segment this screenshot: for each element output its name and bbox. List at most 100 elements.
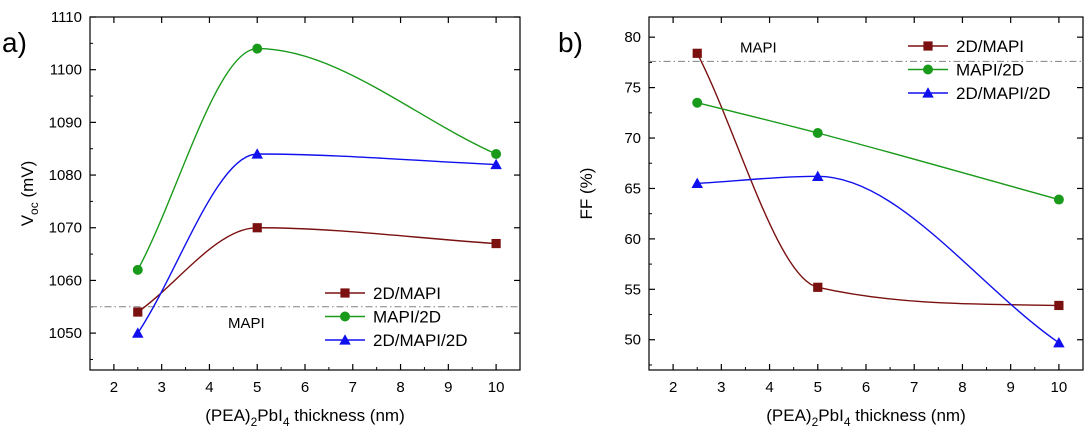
y-tick-label: 1090 xyxy=(49,114,82,131)
x-tick-label: 7 xyxy=(910,379,918,396)
y-tick-label: 1060 xyxy=(49,272,82,289)
legend-entry: 2D/MAPI xyxy=(908,37,1024,56)
x-tick-label: 4 xyxy=(765,379,773,396)
y-axis-label-part: oc xyxy=(27,202,41,215)
y-tick-label: 65 xyxy=(624,180,641,197)
x-tick-label: 5 xyxy=(253,379,261,396)
legend-entry: MAPI/2D xyxy=(908,61,1024,80)
y-tick-label: 1100 xyxy=(50,62,82,79)
x-axis-label-part: PbI xyxy=(818,406,844,425)
legend-label: 2D/MAPI xyxy=(373,284,441,303)
x-tick-label: 2 xyxy=(669,379,677,396)
x-tick-label: 3 xyxy=(717,379,725,396)
reference-label: MAPI xyxy=(228,315,265,332)
x-axis-label-part: thickness (nm) xyxy=(851,406,966,425)
x-tick-label: 9 xyxy=(444,379,452,396)
y-tick-label: 1080 xyxy=(49,167,82,184)
y-axis-label: FF (%) xyxy=(577,168,596,220)
series-line xyxy=(697,175,1060,344)
y-tick-label: 55 xyxy=(624,281,641,298)
legend-marker xyxy=(340,288,350,298)
y-axis-label-part: V xyxy=(18,214,37,226)
data-point xyxy=(813,282,823,292)
series-mapi-2d xyxy=(132,43,502,275)
legend-marker xyxy=(922,87,934,98)
legend-marker xyxy=(923,41,933,51)
x-axis-label-part: 2 xyxy=(812,415,819,429)
legend-entry: 2D/MAPI xyxy=(325,284,441,303)
series-2d-mapi xyxy=(692,48,1064,311)
x-axis-label: (PEA)2PbI4 thickness (nm) xyxy=(766,406,966,429)
data-point xyxy=(692,97,703,108)
y-tick-label: 1070 xyxy=(49,220,82,237)
x-axis-label-part: PbI xyxy=(257,406,283,425)
x-tick-label: 10 xyxy=(1051,379,1068,396)
y-tick-label: 50 xyxy=(624,332,641,349)
data-point xyxy=(132,327,144,338)
y-tick-label: 60 xyxy=(624,231,641,248)
x-tick-label: 7 xyxy=(349,379,357,396)
y-axis-label-part: FF (%) xyxy=(577,168,596,220)
data-point xyxy=(251,148,263,159)
x-axis-label-part: 4 xyxy=(844,415,851,429)
legend-label: 2D/MAPI/2D xyxy=(373,331,467,350)
x-tick-label: 8 xyxy=(958,379,966,396)
plot-frame xyxy=(89,16,521,371)
y-tick-label: 75 xyxy=(624,80,641,97)
panel-label: a) xyxy=(2,27,27,58)
series-2d-mapi xyxy=(133,223,501,317)
panel-label: b) xyxy=(558,27,583,58)
data-point xyxy=(1053,337,1065,348)
x-tick-label: 4 xyxy=(205,379,213,396)
data-point xyxy=(132,264,143,275)
data-point xyxy=(812,170,824,181)
data-point xyxy=(252,223,262,233)
legend-entry: MAPI/2D xyxy=(325,308,441,327)
legend-label: MAPI/2D xyxy=(373,308,441,327)
series-line xyxy=(697,102,1060,201)
data-point xyxy=(252,43,263,54)
data-point xyxy=(133,307,143,317)
x-axis-label-part: 4 xyxy=(283,415,290,429)
y-tick-label: 70 xyxy=(624,130,641,147)
data-point xyxy=(1053,194,1064,205)
y-axis-label: Voc (mV) xyxy=(18,161,41,227)
y-axis-label-part: (mV) xyxy=(18,161,37,203)
series-line xyxy=(137,227,497,313)
y-tick-label: 80 xyxy=(624,29,641,46)
x-tick-label: 5 xyxy=(814,379,822,396)
legend-label: 2D/MAPI/2D xyxy=(956,84,1050,103)
x-tick-label: 2 xyxy=(110,379,118,396)
x-tick-label: 8 xyxy=(396,379,404,396)
reference-label: MAPI xyxy=(740,39,777,56)
data-point xyxy=(812,127,823,138)
legend-entry: 2D/MAPI/2D xyxy=(908,84,1050,103)
legend-label: 2D/MAPI xyxy=(956,37,1024,56)
x-tick-label: 6 xyxy=(301,379,309,396)
x-axis-label: (PEA)2PbI4 thickness (nm) xyxy=(205,406,405,429)
chart-panel-a: 2 3 4 5 6 7 8 9 10 1050 1060 1070 1080 1090 1100 1110 (P… xyxy=(2,9,521,429)
data-point xyxy=(691,177,703,189)
legend-marker xyxy=(340,311,350,322)
data-point xyxy=(1054,300,1064,311)
x-tick-label: 6 xyxy=(862,379,870,396)
data-point xyxy=(490,158,502,170)
x-axis-label-part: 2 xyxy=(251,415,258,429)
x-tick-label: 10 xyxy=(488,379,505,396)
legend-entry: 2D/MAPI/2D xyxy=(325,331,467,350)
x-axis-label-part: thickness (nm) xyxy=(290,406,405,425)
series-line xyxy=(137,153,497,334)
data-point xyxy=(491,238,501,249)
series-2d-mapi-2d xyxy=(132,148,502,338)
series-line xyxy=(137,47,497,271)
series-mapi-2d xyxy=(692,97,1064,205)
legend-marker xyxy=(923,64,933,75)
series-2d-mapi-2d xyxy=(691,170,1065,348)
legend-marker xyxy=(339,334,351,345)
data-point xyxy=(491,148,502,159)
y-tick-label: 1110 xyxy=(51,9,82,26)
x-tick-label: 3 xyxy=(157,379,165,396)
y-tick-label: 1050 xyxy=(49,325,82,342)
